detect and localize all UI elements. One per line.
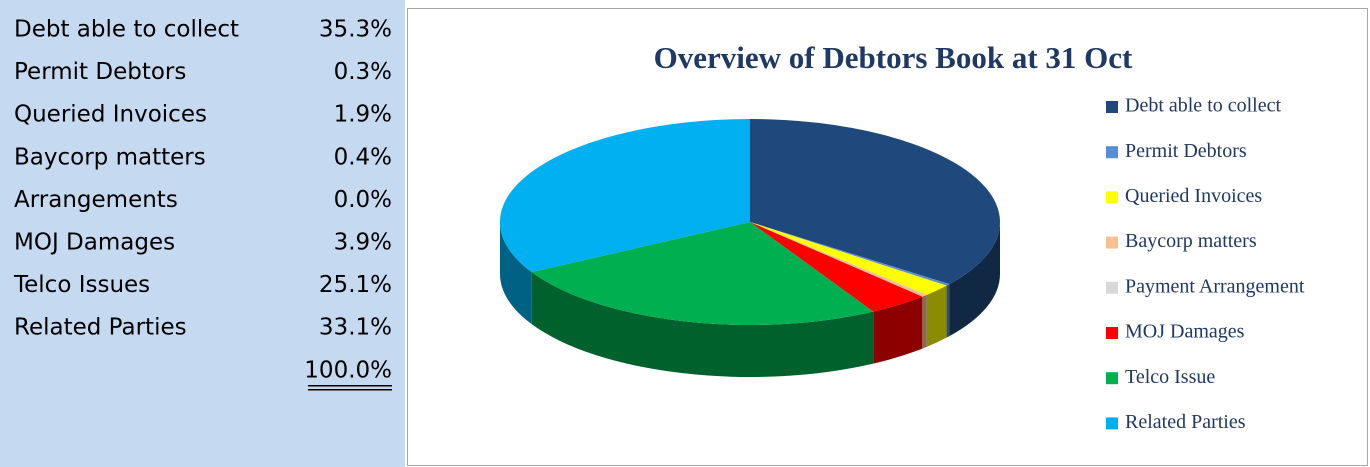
row-label: Telco Issues [13,272,150,298]
row-value: 3.9% [334,230,392,256]
slice [750,222,927,297]
row-label: Queried Invoices [14,102,207,128]
row-label: Arrangements [14,187,178,213]
legend-label: Queried Invoices [1125,185,1262,207]
legend-label: MOJ Damages [1125,321,1245,343]
legend-swatch [1106,327,1118,339]
slice-side [949,222,1000,337]
legend-label: Telco Issue [1125,366,1215,388]
legend-swatch [1106,101,1118,113]
row-value: 1.9% [334,102,392,128]
slice [750,222,947,295]
legend-label: Related Parties [1125,411,1246,433]
total-value: 100.0% [304,357,392,383]
slice [531,222,874,326]
legend-swatch [1106,236,1118,249]
legend-label: Permit Debtors [1125,140,1247,162]
slice-side [500,222,532,325]
row-value: 33.1% [319,315,392,341]
slice [750,222,923,312]
row-label: Related Parties [14,315,187,341]
slice [750,222,950,286]
legend-swatch [1106,372,1118,385]
row-label: Permit Debtors [14,59,186,85]
slice-side [926,285,947,347]
legend-label: Debt able to collect [1125,95,1281,117]
chart-title: Overview of Debtors Book at 31 Oct [654,40,1133,75]
slice [499,119,750,273]
row-label: Debt able to collect [14,17,239,43]
slice-side [873,296,923,364]
row-value: 0.4% [334,144,392,170]
slice [750,119,1000,285]
legend-label: Payment Arrangement [1125,275,1305,297]
row-value: 0.0% [334,187,392,213]
row-value: 25.1% [319,272,392,298]
slice-side [922,294,927,349]
row-label: MOJ Damages [14,230,175,256]
row-label: Baycorp matters [14,144,206,170]
legend-label: Baycorp matters [1125,230,1257,252]
slice-side [946,284,950,338]
legend-swatch [1106,191,1118,204]
row-value: 35.3% [319,17,392,43]
row-value: 0.3% [334,59,392,85]
slice-side [531,272,874,377]
legend-swatch [1106,417,1118,430]
legend-swatch [1106,281,1118,294]
legend-swatch [1106,146,1118,159]
